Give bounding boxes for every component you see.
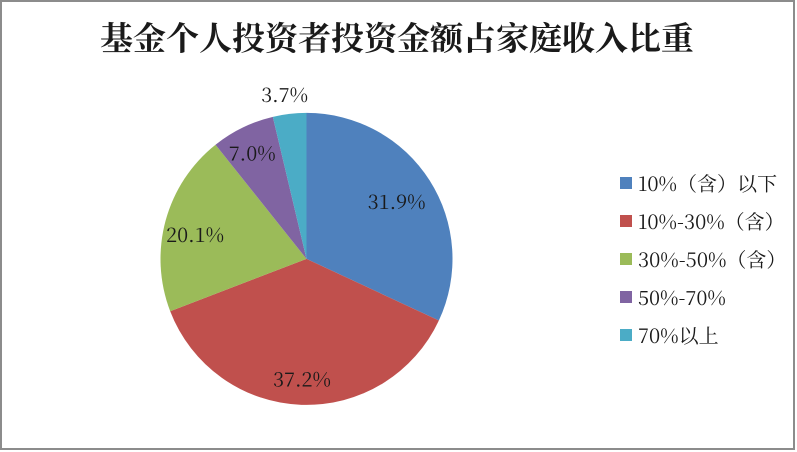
svg-text:3.7%: 3.7% <box>261 79 308 108</box>
svg-text:20.1%: 20.1% <box>166 219 224 248</box>
svg-text:37.2%: 37.2% <box>273 363 331 392</box>
svg-text:7.0%: 7.0% <box>229 137 276 166</box>
svg-text:31.9%: 31.9% <box>368 186 426 215</box>
